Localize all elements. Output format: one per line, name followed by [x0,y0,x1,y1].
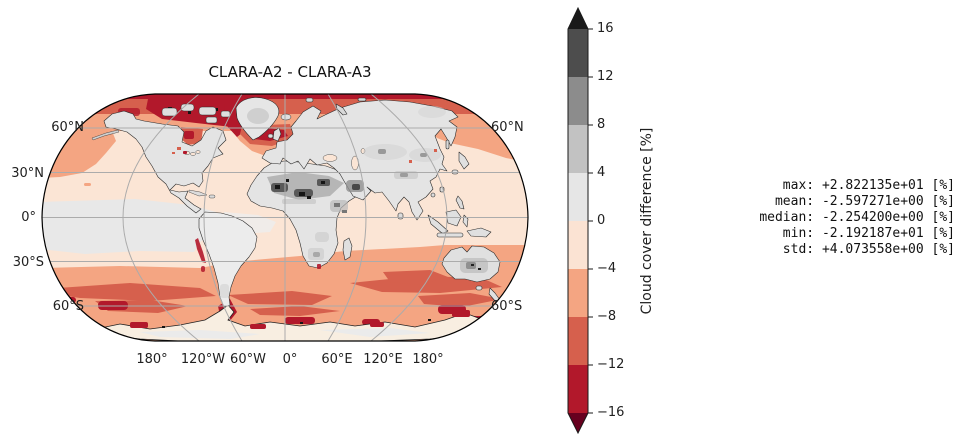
gridline-lon-120e [370,94,448,341]
stat-mean: mean: -2.597271e+00 [%] [759,194,955,209]
gridline-lon-120w [122,94,200,341]
colorbar [567,6,593,435]
svalbard [305,97,314,103]
cb-tick-m8: −8 [597,309,617,324]
ireland [267,133,274,139]
lat-label-0-left: 0° [21,210,36,225]
plot-title: CLARA-A2 - CLARA-A3 [208,63,372,81]
java [436,232,464,238]
cb-tick-m12: −12 [597,357,625,372]
stat-max: max: +2.822135e+01 [%] [759,178,955,193]
lat-label-60n-right: 60°N [491,120,524,135]
lat-label-30n-left: 30°N [11,165,44,181]
continent-north-america [103,110,227,214]
peru-coast-anomaly [195,238,206,263]
colorbar-axis-label: Cloud cover difference [%] [639,127,655,315]
inland-seas [183,148,366,171]
cuba [188,189,208,197]
japan [458,151,470,170]
iceland [280,113,292,121]
cb-tick-12: 12 [597,69,614,84]
aleutian-islands [91,129,120,141]
cb-tick-m16: −16 [597,405,625,420]
tasmania [475,285,483,291]
graticule [42,94,528,341]
lon-label-0: 0° [282,352,298,367]
stats-panel: max: +2.822135e+01 [%] mean: -2.597271e+… [759,178,955,258]
stat-median: median: -2.254200e+00 [%] [759,210,955,225]
map-border [41,93,529,342]
colorbar-ticks [588,28,593,414]
lon-label-180w: 180° [136,352,168,367]
lon-label-60w: 60°W [230,352,266,367]
cloud-diff-field [42,94,528,341]
lon-label-180e: 180° [412,352,444,367]
patagonia-patch [220,284,229,298]
madagascar [342,237,353,261]
philippines [455,195,465,210]
new-guinea [466,227,492,238]
lat-label-60n-left: 60°N [51,120,84,135]
gridline-lon-60w [203,94,243,341]
stat-min: min: -2.192187e+01 [%] [759,226,955,241]
stat-std: std: +4.073558e+00 [%] [759,242,955,257]
lon-label-120w: 120°W [180,352,226,367]
lon-label-120e: 120°E [363,352,403,367]
colorbar-under-arrow [568,413,588,433]
novaya-zemlya [335,103,348,116]
cb-tick-0: 0 [597,213,606,228]
cb-tick-m4: −4 [597,261,617,276]
colorbar-over-arrow [568,8,588,29]
sri-lanka [397,212,404,220]
lon-label-60e: 60°E [321,352,353,367]
lat-label-30s-left: 30°S [12,254,44,270]
cb-tick-16: 16 [597,21,614,36]
gridline-lon-60e [327,94,367,341]
black-sea [322,154,338,162]
continent-antarctica [85,304,493,341]
canadian-arctic-islands [161,103,231,124]
cb-tick-8: 8 [597,117,606,132]
cb-tick-4: 4 [597,165,606,180]
lat-label-60s-left: 60°S [52,299,84,314]
lat-label-60s-right: 60°S [491,299,523,314]
sakhalin [445,139,450,150]
